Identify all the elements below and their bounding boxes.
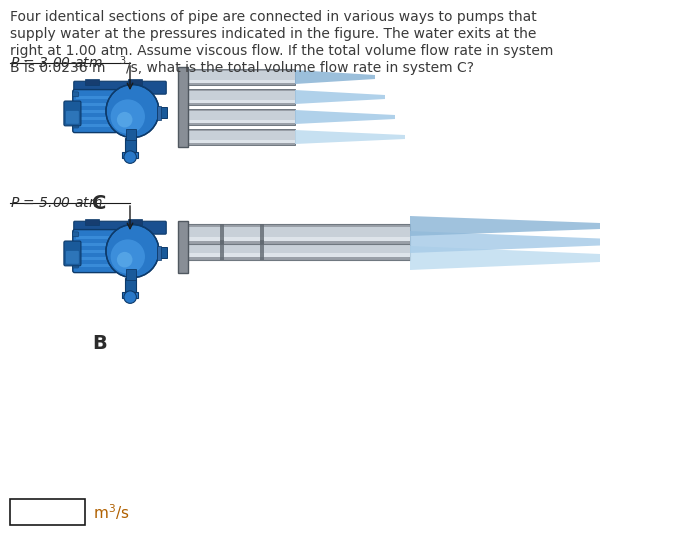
Bar xyxy=(182,227,410,241)
FancyBboxPatch shape xyxy=(73,232,79,237)
Bar xyxy=(178,67,188,147)
FancyBboxPatch shape xyxy=(73,263,79,268)
FancyBboxPatch shape xyxy=(74,81,166,94)
FancyBboxPatch shape xyxy=(73,89,117,132)
Circle shape xyxy=(117,112,133,128)
Polygon shape xyxy=(410,231,600,253)
Bar xyxy=(260,240,264,260)
Bar xyxy=(182,131,295,143)
Text: /s, what is the total volume flow rate in system C?: /s, what is the total volume flow rate i… xyxy=(126,61,474,75)
Bar xyxy=(128,79,142,86)
Circle shape xyxy=(106,84,159,138)
FancyBboxPatch shape xyxy=(73,123,79,128)
Text: B is 0.0236 m: B is 0.0236 m xyxy=(10,61,106,75)
Bar xyxy=(126,129,136,140)
Bar xyxy=(76,243,114,246)
Bar xyxy=(124,278,136,294)
Polygon shape xyxy=(410,216,600,236)
Bar xyxy=(220,240,224,260)
Text: $P$ = 5.00 atm: $P$ = 5.00 atm xyxy=(10,196,103,210)
Circle shape xyxy=(111,239,145,274)
Bar xyxy=(182,120,295,123)
Bar xyxy=(178,221,188,273)
Circle shape xyxy=(124,291,136,304)
Bar xyxy=(76,237,114,239)
Bar xyxy=(76,96,114,99)
Bar xyxy=(122,292,138,298)
Polygon shape xyxy=(295,130,405,144)
Bar xyxy=(76,110,114,113)
Circle shape xyxy=(111,99,145,134)
Bar xyxy=(182,237,410,241)
Bar xyxy=(112,243,124,259)
Bar xyxy=(182,253,410,257)
Bar xyxy=(126,269,136,280)
FancyBboxPatch shape xyxy=(64,241,81,266)
Text: $P$ = 3.00 atm: $P$ = 3.00 atm xyxy=(10,56,103,70)
Polygon shape xyxy=(295,70,375,84)
Text: 3: 3 xyxy=(119,56,125,66)
Text: right at 1.00 atm. Assume viscous flow. If the total volume flow rate in system: right at 1.00 atm. Assume viscous flow. … xyxy=(10,44,553,58)
Bar xyxy=(85,219,99,226)
Bar xyxy=(182,111,295,123)
Text: supply water at the pressures indicated in the figure. The water exits at the: supply water at the pressures indicated … xyxy=(10,27,537,41)
Bar xyxy=(158,246,161,259)
Ellipse shape xyxy=(108,95,120,128)
Bar xyxy=(260,224,264,244)
FancyBboxPatch shape xyxy=(73,92,79,97)
Text: C: C xyxy=(92,194,106,213)
Bar xyxy=(180,69,295,85)
Bar xyxy=(180,224,410,244)
Circle shape xyxy=(124,151,136,163)
Bar xyxy=(158,107,167,118)
Bar xyxy=(76,117,114,120)
Bar xyxy=(220,224,224,244)
Bar xyxy=(180,240,410,260)
FancyBboxPatch shape xyxy=(66,111,79,124)
FancyBboxPatch shape xyxy=(64,101,81,126)
Bar xyxy=(158,247,167,258)
Bar xyxy=(76,104,114,106)
Circle shape xyxy=(117,252,133,268)
Bar xyxy=(122,152,138,158)
Bar xyxy=(128,219,142,226)
FancyBboxPatch shape xyxy=(66,251,79,264)
Bar xyxy=(180,129,295,145)
Bar xyxy=(180,109,295,125)
Bar xyxy=(124,138,136,154)
Bar xyxy=(10,499,85,525)
Bar xyxy=(182,100,295,103)
Polygon shape xyxy=(295,110,395,124)
Bar xyxy=(76,257,114,261)
Bar xyxy=(85,79,99,86)
Polygon shape xyxy=(410,246,600,270)
Bar xyxy=(112,104,124,119)
Bar xyxy=(182,71,295,83)
Text: B: B xyxy=(92,334,107,353)
Circle shape xyxy=(106,225,159,277)
Text: Four identical sections of pipe are connected in various ways to pumps that: Four identical sections of pipe are conn… xyxy=(10,10,537,24)
FancyBboxPatch shape xyxy=(74,221,166,234)
Bar xyxy=(76,250,114,253)
Text: m$^3$/s: m$^3$/s xyxy=(93,502,129,522)
Bar xyxy=(182,140,295,143)
Ellipse shape xyxy=(108,235,120,268)
Bar xyxy=(182,243,410,257)
Polygon shape xyxy=(295,90,385,104)
Bar xyxy=(180,89,295,105)
FancyBboxPatch shape xyxy=(73,229,117,272)
Bar xyxy=(76,264,114,268)
Bar xyxy=(182,80,295,83)
Bar xyxy=(158,106,161,120)
Bar xyxy=(182,91,295,103)
Bar xyxy=(76,124,114,128)
